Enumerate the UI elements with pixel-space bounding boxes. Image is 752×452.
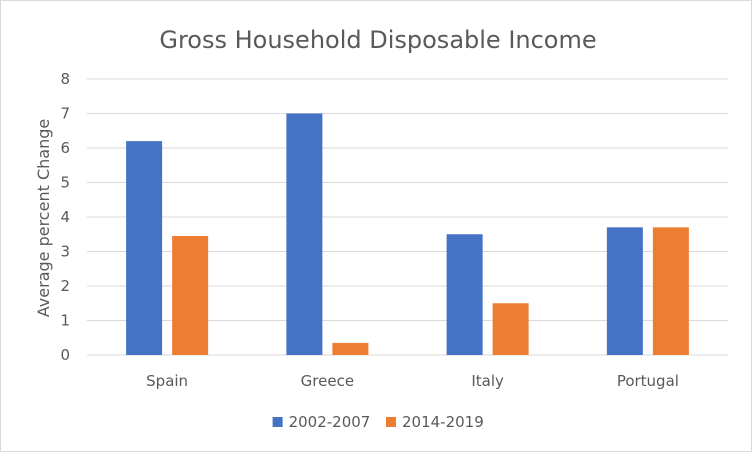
- y-tick-label: 8: [60, 70, 70, 88]
- y-axis-ticks: 0 1 2 3 4 5 6 7 8: [60, 70, 70, 364]
- y-tick-label: 2: [60, 277, 70, 295]
- x-axis-categories: Spain Greece Italy Portugal: [146, 372, 679, 390]
- x-category-label: Spain: [146, 372, 188, 390]
- bar-2014-2019-Spain: [172, 235, 209, 355]
- x-category-label: Portugal: [617, 372, 679, 390]
- y-tick-label: 4: [60, 208, 70, 226]
- x-category-label: Italy: [471, 372, 504, 390]
- legend: 2002-2007 2014-2019: [272, 413, 484, 431]
- y-axis-title: Average percent Change: [34, 119, 53, 317]
- chart-title: Gross Household Disposable Income: [159, 26, 596, 54]
- legend-label: 2014-2019: [402, 413, 484, 431]
- y-tick-label: 6: [60, 139, 70, 157]
- bar-2002-2007-Greece: [286, 113, 323, 355]
- legend-swatch: [386, 417, 396, 427]
- legend-label: 2002-2007: [289, 413, 371, 431]
- x-category-label: Greece: [301, 372, 354, 390]
- bar-2014-2019-Portugal: [652, 227, 689, 355]
- y-tick-label: 0: [60, 346, 70, 364]
- bar-2002-2007-Portugal: [606, 227, 643, 355]
- bar-2014-2019-Greece: [332, 342, 369, 355]
- y-tick-label: 1: [60, 312, 70, 330]
- y-tick-label: 5: [60, 174, 70, 192]
- bar-2014-2019-Italy: [492, 303, 529, 355]
- bars: [126, 113, 689, 355]
- bar-2002-2007-Spain: [126, 141, 163, 355]
- bar-2002-2007-Italy: [446, 234, 483, 355]
- legend-swatch: [272, 417, 283, 427]
- y-tick-label: 7: [60, 105, 70, 123]
- y-tick-label: 3: [60, 243, 70, 261]
